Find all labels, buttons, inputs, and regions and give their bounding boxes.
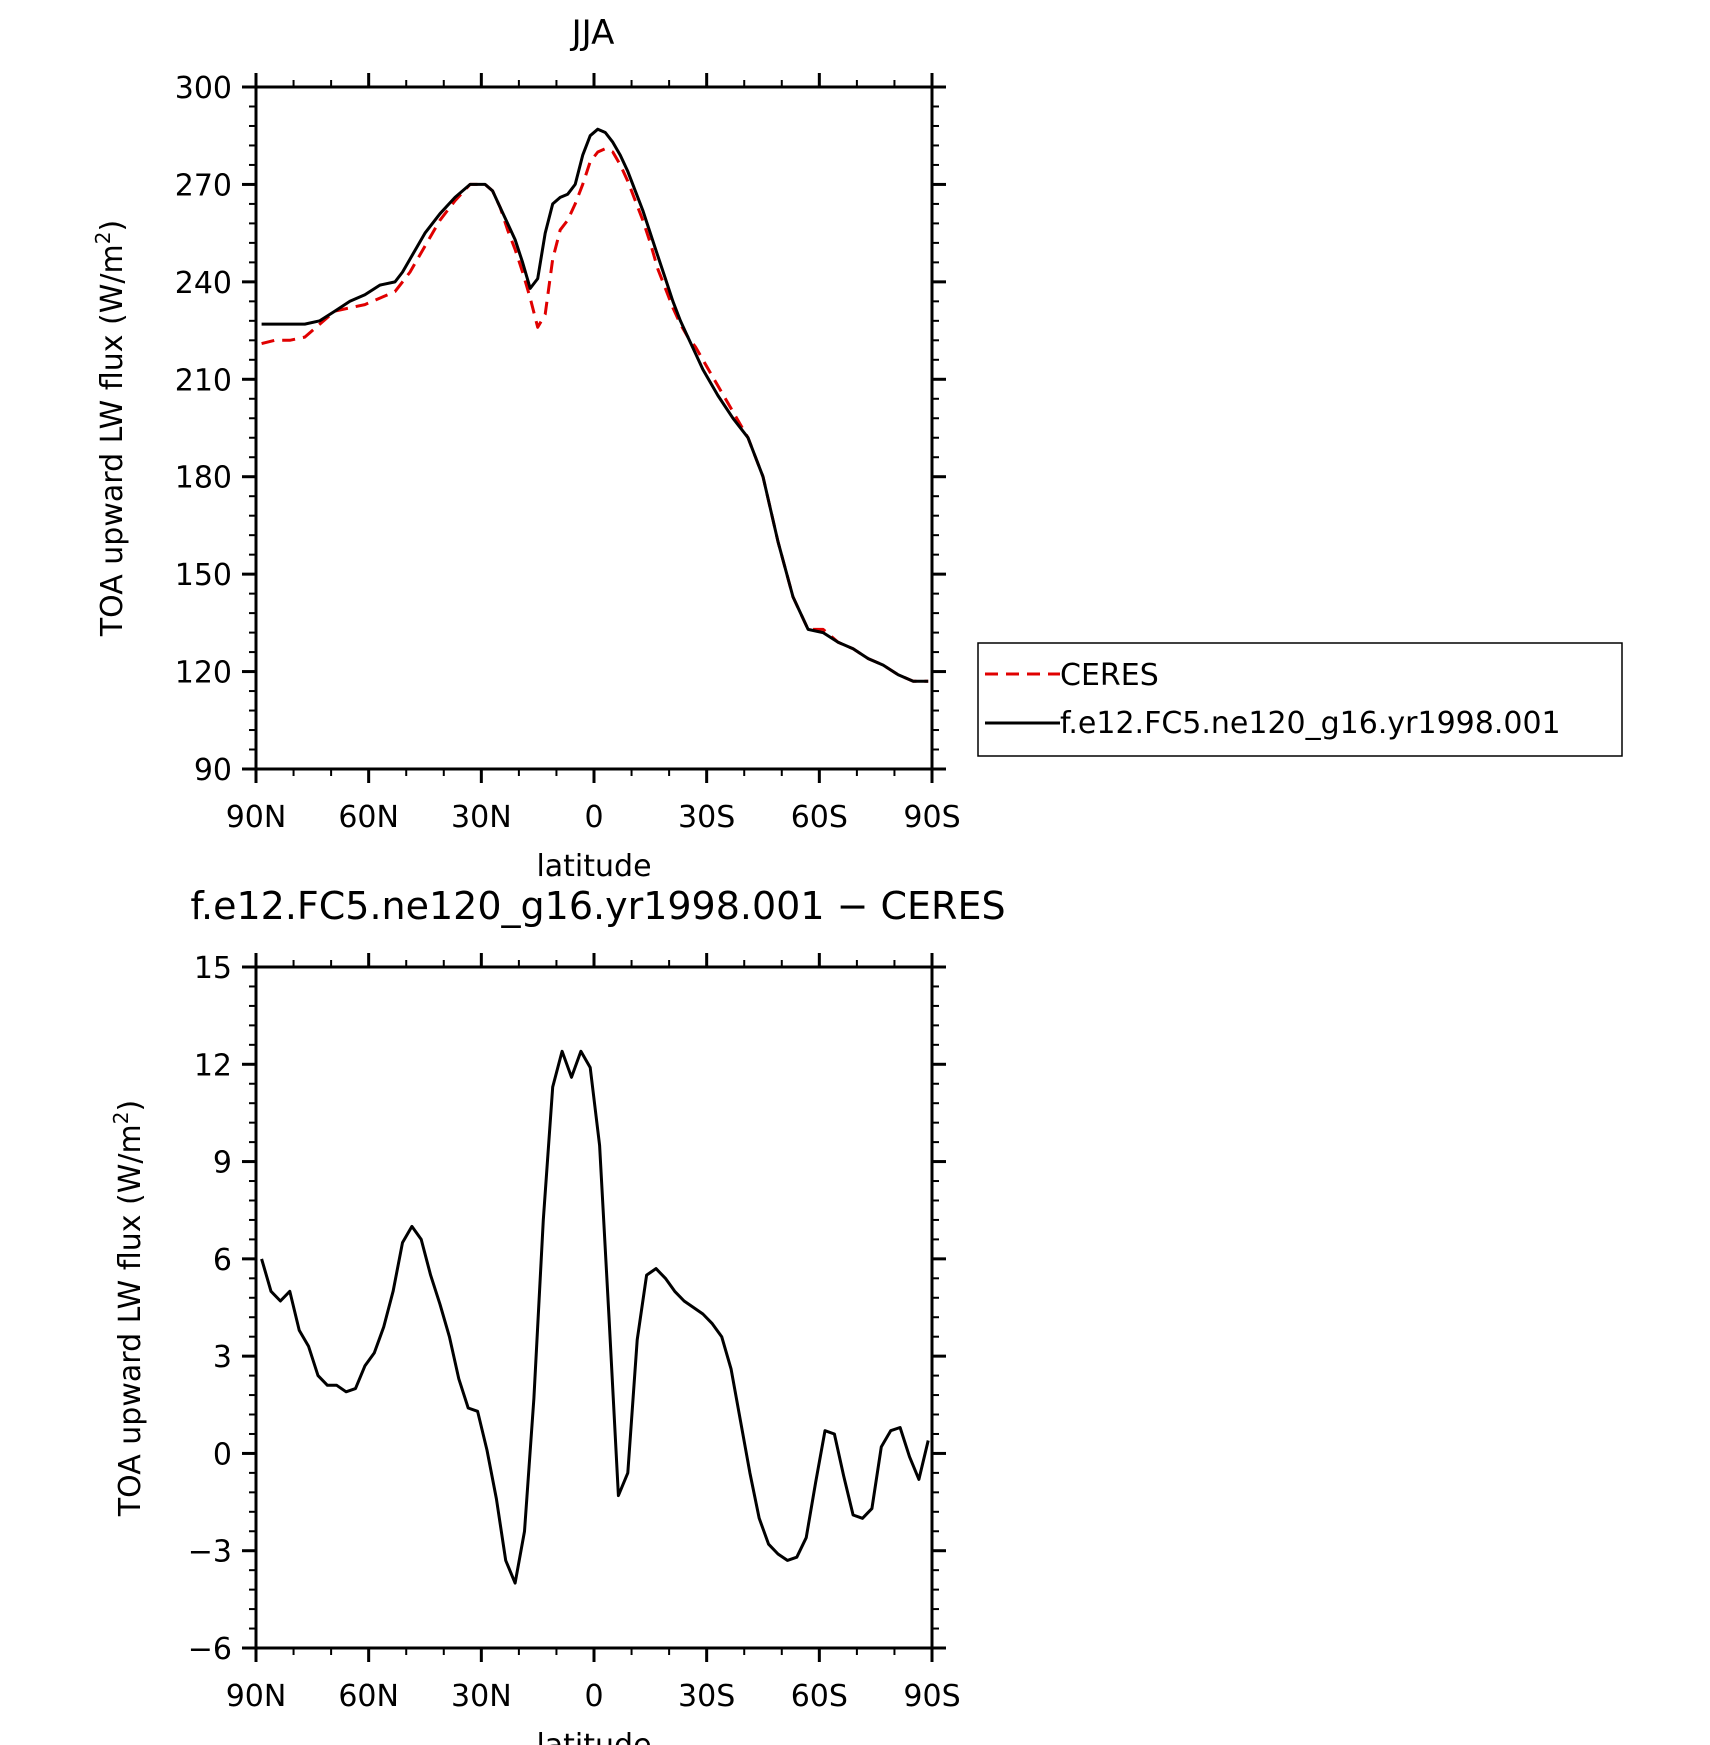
top-x-tick-label: 30S: [678, 800, 735, 835]
bottom-y-tick-label: −3: [188, 1535, 232, 1570]
bottom-x-tick-label: 60S: [791, 1679, 848, 1714]
bottom-y-axis-label-sup: 2: [109, 1112, 133, 1125]
bottom-x-tick-label: 90S: [903, 1679, 960, 1714]
top-y-tick-label: 270: [175, 168, 232, 203]
bottom-axis-ticks: [242, 953, 946, 1662]
bottom-y-tick-label: −6: [188, 1632, 232, 1667]
top-x-tick-label: 60S: [791, 800, 848, 835]
top-series-line-ceres: [261, 147, 929, 683]
top-panel: JJA 90N 60N 30N 0 30S 60S 90S 90 120 150 180 210 240…: [91, 13, 1623, 884]
bottom-panel: f.e12.FC5.ne120_g16.yr1998.001 − CERES 9…: [109, 884, 1006, 1745]
bottom-y-tick-label: 12: [194, 1048, 232, 1083]
bottom-tick-labels: 90N 60N 30N 0 30S 60S 90S −6 −3 0 3 6 9 12 15: [188, 951, 961, 1714]
bottom-series-line-model: [260, 1049, 930, 1585]
bottom-y-axis-label: TOA upward LW flux (W/m2): [109, 1100, 148, 1517]
legend-box: [977, 642, 1623, 757]
bottom-y-axis-label-main: TOA upward LW flux (W/m: [113, 1124, 148, 1517]
bottom-y-tick-label: 6: [213, 1243, 232, 1278]
bottom-y-tick-label: 3: [213, 1340, 232, 1375]
top-y-tick-label: 150: [175, 558, 232, 593]
top-y-tick-label: 180: [175, 461, 232, 496]
top-y-axis-label-main: TOA upward LW flux (W/m: [95, 244, 130, 637]
bottom-y-tick-label: 0: [213, 1437, 232, 1472]
top-x-tick-label: 0: [584, 800, 603, 835]
bottom-y-tick-label: 9: [213, 1146, 232, 1181]
top-y-tick-label: 90: [194, 753, 232, 788]
top-y-axis-label: TOA upward LW flux (W/m2): [91, 220, 130, 637]
top-legend: CERES f.e12.FC5.ne120_g16.yr1998.001: [977, 642, 1623, 757]
bottom-series-lines: [260, 1049, 930, 1585]
bottom-x-tick-label: 60N: [338, 1679, 399, 1714]
top-tick-labels: 90N 60N 30N 0 30S 60S 90S 90 120 150 180 210 240 270 3…: [175, 71, 961, 835]
top-axis-ticks: [242, 73, 946, 783]
top-x-tick-label: 30N: [451, 800, 512, 835]
top-x-axis-label: latitude: [536, 849, 651, 884]
top-y-axis-label-sup: 2: [91, 232, 115, 245]
top-plot-frame: [254, 85, 934, 771]
bottom-x-tick-label: 0: [584, 1679, 603, 1714]
bottom-y-axis-label-close: ): [113, 1100, 148, 1112]
top-series-line-model: [261, 127, 929, 683]
top-y-tick-label: 300: [175, 71, 232, 106]
bottom-plot-frame: [254, 965, 934, 1650]
top-x-tick-label: 90S: [903, 800, 960, 835]
top-series-lines: [261, 127, 929, 683]
bottom-x-tick-label: 90N: [226, 1679, 287, 1714]
bottom-x-axis-label: latitude: [536, 1728, 651, 1745]
top-y-tick-label: 240: [175, 266, 232, 301]
top-y-axis-label-close: ): [95, 220, 130, 232]
bottom-y-tick-label: 15: [194, 951, 232, 986]
bottom-x-tick-label: 30N: [451, 1679, 512, 1714]
bottom-x-tick-label: 30S: [678, 1679, 735, 1714]
bottom-chart-title: f.e12.FC5.ne120_g16.yr1998.001 − CERES: [190, 884, 1005, 928]
top-x-tick-label: 90N: [226, 800, 287, 835]
top-chart-title: JJA: [570, 13, 615, 53]
legend-label-model: f.e12.FC5.ne120_g16.yr1998.001: [1060, 706, 1561, 741]
top-y-tick-label: 210: [175, 363, 232, 398]
top-x-tick-label: 60N: [338, 800, 399, 835]
top-y-tick-label: 120: [175, 656, 232, 691]
legend-label-ceres: CERES: [1060, 658, 1159, 693]
